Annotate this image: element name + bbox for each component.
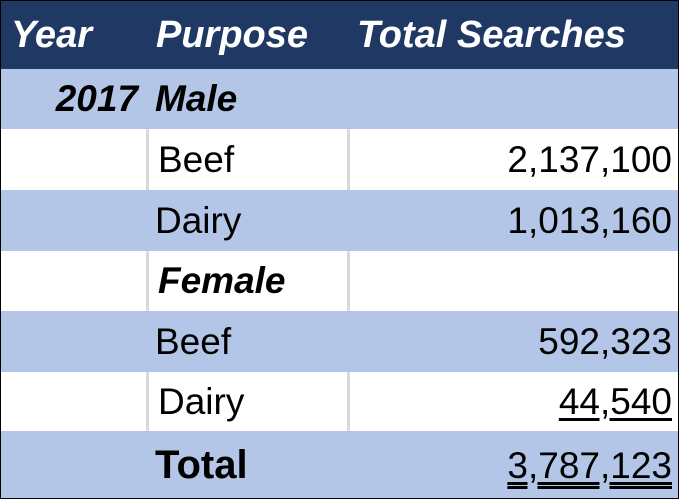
table-row: Beef 2,137,100 (1, 129, 678, 190)
total-cell-value: 44,540 (558, 380, 672, 422)
grand-total-value: 3,787,123 (507, 444, 672, 486)
table-header-row: Year Purpose Total Searches (1, 1, 678, 69)
table-row: Dairy 1,013,160 (1, 190, 678, 251)
total-label: Total (155, 443, 248, 487)
year-cell (1, 129, 146, 190)
total-cell (347, 251, 678, 311)
table-row: 2017 Male (1, 69, 678, 129)
header-total-searches: Total Searches (357, 13, 626, 56)
purpose-group-label: Female (146, 251, 347, 311)
year-cell (1, 431, 146, 498)
purpose-cell: Dairy (155, 199, 242, 241)
grand-total-cell: 3,787,123 (347, 431, 678, 498)
year-cell (1, 311, 146, 372)
total-cell: 2,137,100 (347, 129, 678, 190)
table-row: Dairy 44,540 (1, 372, 678, 431)
year-cell (1, 251, 146, 311)
total-cell: 44,540 (347, 372, 678, 431)
purpose-cell: Dairy (146, 372, 347, 431)
year-cell (1, 372, 146, 431)
purpose-group-label: Male (155, 78, 238, 119)
total-cell: 592,323 (538, 320, 672, 362)
table-row: Beef 592,323 (1, 311, 678, 372)
header-purpose: Purpose (156, 13, 309, 56)
header-year: Year (11, 13, 92, 56)
total-cell (347, 69, 678, 129)
table-row: Female (1, 251, 678, 311)
year-cell (1, 190, 146, 251)
purpose-cell: Beef (155, 320, 232, 362)
purpose-cell: Beef (146, 129, 347, 190)
year-cell: 2017 (55, 78, 138, 119)
total-cell: 1,013,160 (507, 199, 672, 241)
total-row: Total 3,787,123 (1, 431, 678, 498)
